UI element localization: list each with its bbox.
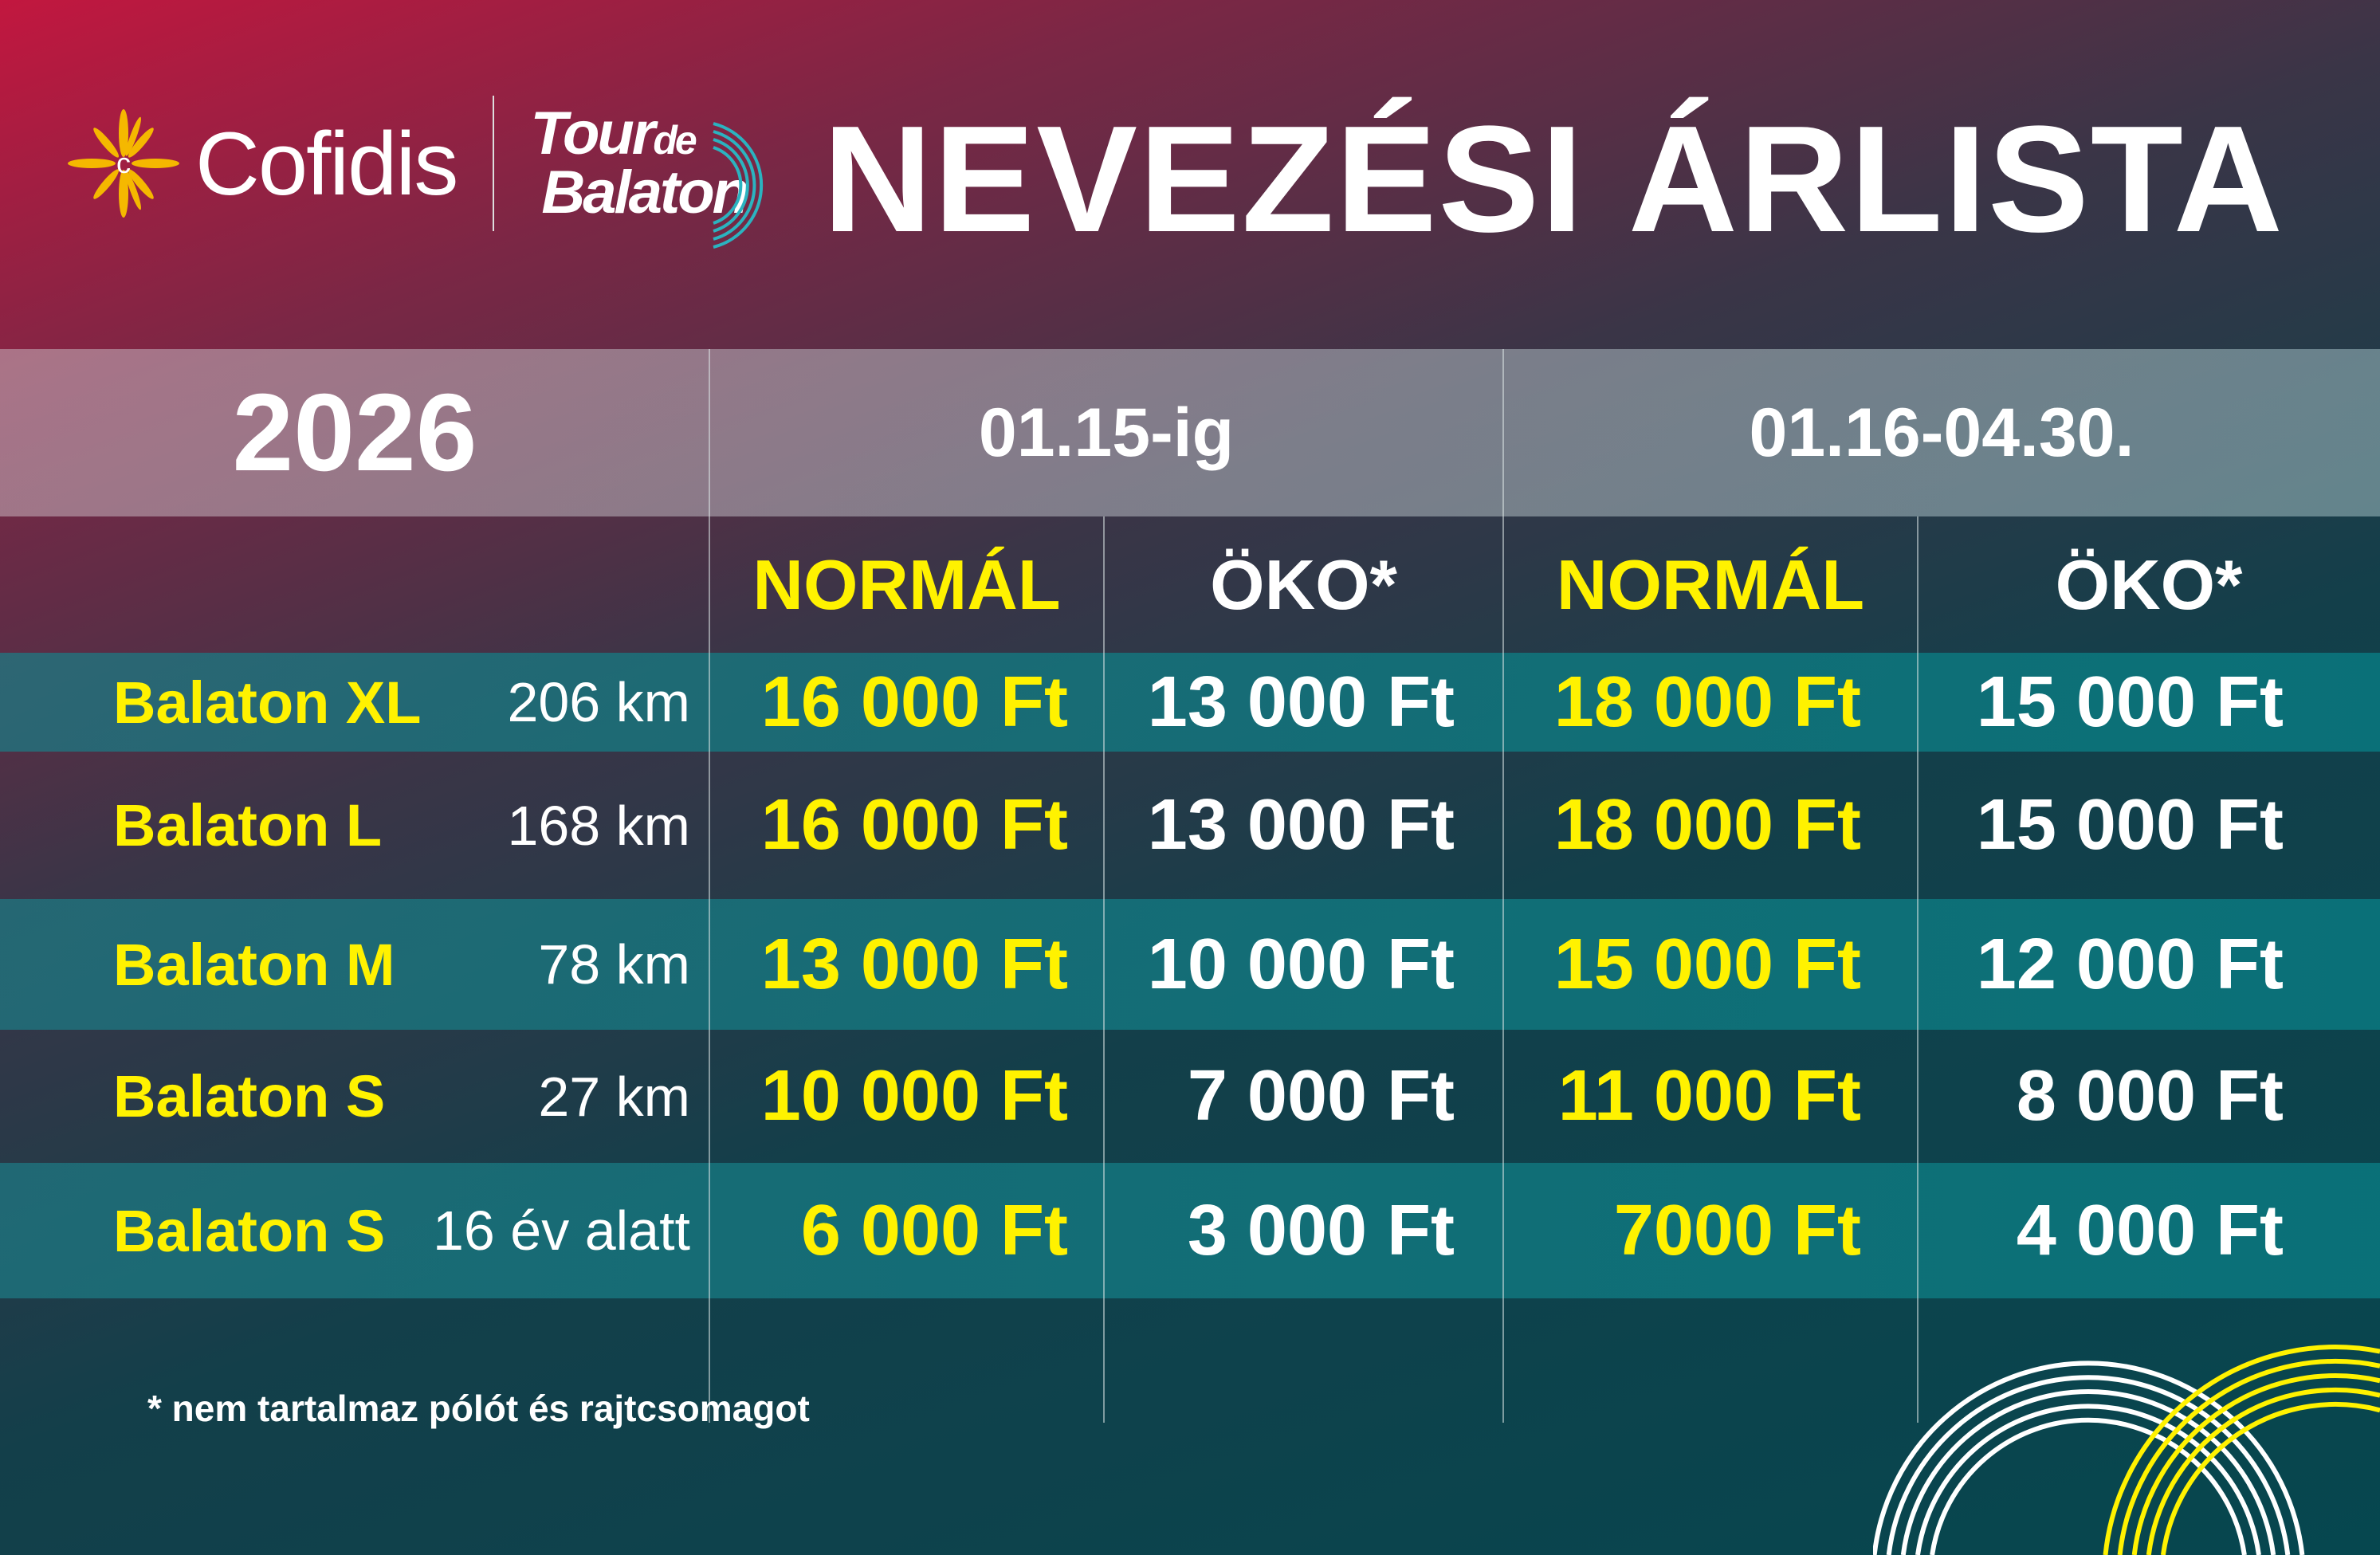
logo-de: de — [653, 118, 697, 163]
logo-balaton: Balaton — [541, 159, 749, 226]
decorative-arc — [2146, 1388, 2380, 1555]
race-name: Balaton S — [113, 1063, 386, 1129]
period-2-label: 01.16-04.30. — [1749, 394, 2135, 471]
price-cell: 13 000 Ft — [1147, 785, 1455, 865]
race-name: Balaton S — [113, 1197, 386, 1264]
svg-text:c: c — [116, 147, 131, 179]
price-cell: 13 000 Ft — [760, 924, 1068, 1004]
column-divider — [1502, 349, 1504, 1423]
logo-swirl-icon — [713, 122, 764, 249]
price-cell: 16 000 Ft — [760, 785, 1068, 865]
logo-tour: Tour — [530, 100, 655, 167]
price-cell: 18 000 Ft — [1553, 785, 1861, 865]
price-cell: 6 000 Ft — [800, 1190, 1068, 1270]
decorative-arc — [1930, 1417, 2247, 1555]
decorative-arc — [2117, 1358, 2380, 1555]
price-cell: 15 000 Ft — [1976, 785, 2284, 865]
price-cell: 18 000 Ft — [1553, 662, 1861, 742]
price-cell: 7 000 Ft — [1187, 1056, 1455, 1136]
price-cell: 15 000 Ft — [1553, 924, 1861, 1004]
price-cell: 15 000 Ft — [1976, 662, 2284, 742]
race-name: Balaton L — [113, 792, 383, 858]
period-header-band — [0, 349, 2380, 516]
logo-group: c Cofidis Tourde Balaton — [68, 96, 764, 249]
price-cell: 7000 Ft — [1613, 1190, 1861, 1270]
price-cell: 13 000 Ft — [1147, 662, 1455, 742]
decorative-arc — [1886, 1375, 2291, 1555]
race-distance: 78 km — [538, 933, 690, 995]
race-name: Balaton XL — [113, 669, 422, 736]
logo-divider — [493, 96, 495, 231]
period-1-label: 01.15-ig — [978, 394, 1235, 471]
tour-de-balaton-logo: Tourde Balaton — [530, 104, 764, 249]
race-distance: 27 km — [538, 1065, 690, 1128]
decorative-arc — [1873, 1361, 2305, 1555]
column-header: NORMÁL — [752, 544, 1061, 624]
year-label: 2026 — [232, 371, 477, 494]
price-cell: 10 000 Ft — [1147, 924, 1455, 1004]
column-divider — [1917, 516, 1919, 1423]
price-cell: 11 000 Ft — [1557, 1056, 1861, 1136]
race-distance: 16 év alatt — [433, 1200, 690, 1262]
price-cell: 16 000 Ft — [760, 662, 1068, 742]
row-band — [0, 899, 2380, 1030]
column-header: ÖKO* — [2055, 544, 2243, 624]
footnote: * nem tartalmaz pólót és rajtcsomagot — [147, 1388, 810, 1429]
price-cell: 10 000 Ft — [760, 1056, 1068, 1136]
decorative-arc — [2131, 1373, 2380, 1555]
column-header: ÖKO* — [1210, 544, 1397, 624]
decorative-arcs-icon — [1873, 1345, 2380, 1555]
cofidis-logo-text: Cofidis — [195, 113, 458, 214]
decorative-arc — [1915, 1404, 2261, 1555]
price-cell: 8 000 Ft — [2016, 1056, 2284, 1136]
race-distance: 206 km — [507, 671, 690, 733]
price-cell: 3 000 Ft — [1187, 1190, 1455, 1270]
column-divider — [1103, 516, 1105, 1423]
cofidis-sun-icon: c — [68, 109, 179, 218]
row-band — [0, 653, 2380, 752]
race-distance: 168 km — [507, 794, 690, 857]
decorative-arc — [2103, 1345, 2380, 1555]
decorative-arc — [1900, 1388, 2276, 1555]
price-cell: 4 000 Ft — [2016, 1190, 2284, 1270]
decorative-arc — [2160, 1401, 2380, 1555]
price-cell: 12 000 Ft — [1976, 924, 2284, 1004]
row-band — [0, 1163, 2380, 1298]
page-title: NEVEZÉSI ÁRLISTA — [823, 95, 2284, 264]
column-header: NORMÁL — [1556, 544, 1865, 624]
race-name: Balaton M — [113, 931, 395, 998]
column-divider — [709, 349, 710, 1423]
